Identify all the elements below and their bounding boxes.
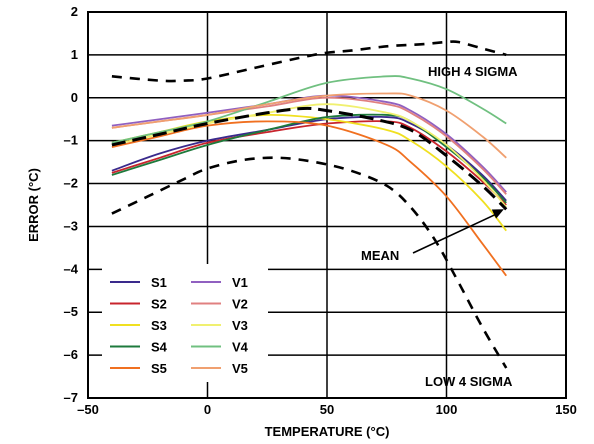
legend-label-s1: S1 [151,275,167,290]
y-tick-label: –4 [64,261,79,276]
series-line-v1 [111,94,507,193]
series-line-s2 [111,120,507,206]
legend-label-v4: V4 [232,340,249,355]
y-tick-label: 2 [71,4,78,19]
x-tick-label: 50 [320,402,334,417]
series-line-mean [111,106,508,211]
legend-label-v1: V1 [232,275,248,290]
y-tick-label: –6 [64,347,78,362]
legend-label-s2: S2 [151,297,167,312]
legend-background [102,264,268,382]
series-line-v5 [111,92,507,159]
legend-label-v5: V5 [232,361,248,376]
y-tick-label: 1 [71,47,78,62]
x-tick-label: 0 [204,402,211,417]
mean-label: MEAN [361,248,399,263]
legend-label-s5: S5 [151,361,167,376]
series-line-high-4-sigma [111,40,507,83]
y-axis-label: ERROR (°C) [26,168,41,242]
y-tick-label: –3 [64,218,78,233]
legend-label-s3: S3 [151,318,167,333]
x-tick-label: 100 [436,402,458,417]
mean-arrow-shaft [412,213,497,254]
x-axis-label: TEMPERATURE (°C) [265,424,390,439]
legend-label-s4: S4 [151,340,168,355]
y-tick-label: –2 [64,176,78,191]
series-line-low-4-sigma [111,156,508,369]
series-line-s5 [111,120,507,277]
series-line-v4 [111,75,507,144]
y-tick-label: 0 [71,90,78,105]
y-tick-label: –5 [64,304,78,319]
mean-arrow [412,209,504,254]
series-line-s1 [111,115,507,202]
legend-label-v3: V3 [232,318,248,333]
tick-labels: –50 0 50 100 150 2 1 0 –1 –2 –3 –4 –5 –6 –7 [64,4,577,417]
low-4-sigma-label: LOW 4 SIGMA [425,374,513,389]
high-4-sigma-label: HIGH 4 SIGMA [428,64,518,79]
mean-arrow-head [491,209,504,219]
y-tick-label: –1 [64,133,78,148]
legend: S1 S2 S3 S4 S5 V1 V2 V3 V4 V5 [102,264,268,382]
plot-frame [87,11,567,399]
x-tick-label: 150 [555,402,577,417]
y-tick-label: –7 [64,390,78,405]
plot-lines [111,40,508,369]
legend-label-v2: V2 [232,297,248,312]
x-tick-label: –50 [77,402,99,417]
